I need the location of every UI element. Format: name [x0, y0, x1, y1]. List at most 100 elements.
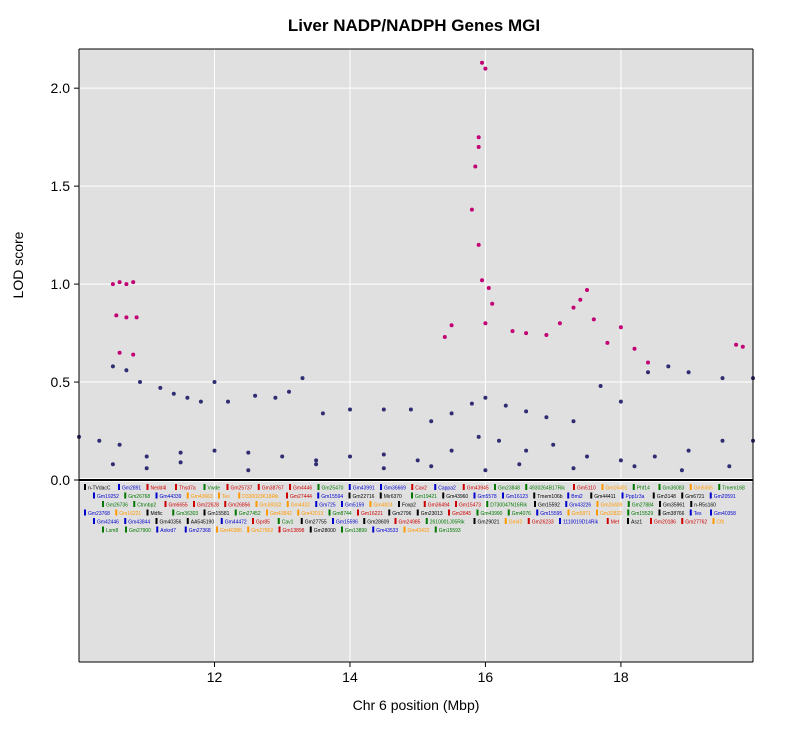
data-point	[415, 458, 420, 463]
gene-marker	[627, 501, 630, 507]
gene-marker	[186, 518, 189, 524]
gene-marker	[650, 518, 652, 524]
gene-marker	[341, 526, 343, 533]
gene-marker	[596, 509, 598, 516]
highlight-point	[544, 333, 549, 337]
data-point	[158, 385, 163, 390]
gene-marker	[476, 509, 479, 516]
data-point	[483, 395, 488, 400]
gene-label: Ankrd7	[160, 528, 176, 534]
gene-label: Gm35961	[663, 503, 685, 509]
gene-label: Thsd7a	[179, 486, 196, 492]
highlight-point	[483, 321, 488, 326]
gene-marker	[710, 509, 712, 516]
gene-marker	[317, 492, 320, 499]
gene-label: Gm5110	[577, 486, 596, 492]
gene-label: Gm15593	[439, 528, 461, 534]
gene-label: Gm2796	[392, 511, 411, 517]
gene-marker	[659, 501, 661, 507]
gene-marker	[718, 484, 721, 490]
gene-marker	[341, 501, 343, 507]
gene-marker	[357, 509, 359, 516]
gene-marker	[255, 501, 258, 507]
highlight-point	[134, 315, 139, 320]
gene-marker	[125, 526, 127, 533]
gene-label: Gm40386	[220, 528, 242, 534]
gene-marker	[567, 509, 570, 516]
gene-marker	[118, 484, 120, 490]
gene-marker	[164, 501, 167, 507]
gene-label: Gm19252	[97, 494, 119, 500]
data-point	[503, 403, 508, 408]
gene-marker	[124, 492, 127, 499]
highlight-point	[124, 315, 129, 320]
gene-label: Gm43432	[408, 528, 430, 534]
gene-marker	[473, 518, 476, 524]
gene-label: Gm4076	[512, 511, 531, 517]
data-point	[300, 376, 305, 381]
x-tick-label: 16	[478, 669, 494, 685]
gene-marker	[93, 518, 95, 524]
gene-label: Gm43990	[481, 511, 503, 517]
data-point	[212, 380, 217, 384]
gene-label: Gm27802	[251, 528, 273, 534]
gene-label: AA545190	[191, 520, 215, 526]
data-point	[686, 370, 691, 375]
gene-label: Gm42013	[301, 511, 323, 517]
gene-label: 1110019D14Rik	[563, 520, 599, 526]
gene-marker	[536, 509, 539, 516]
gene-marker	[627, 518, 629, 524]
gene-marker	[266, 509, 268, 516]
gene-marker	[658, 484, 661, 490]
gene-marker	[186, 492, 189, 499]
gene-label: Gm20591	[714, 494, 736, 500]
gene-marker	[590, 492, 593, 499]
data-point	[469, 401, 474, 406]
gene-label: Gm27762	[685, 520, 707, 526]
gene-marker	[203, 509, 206, 516]
data-point	[429, 464, 434, 469]
gene-label: Gm43960	[446, 494, 468, 500]
gene-marker	[567, 492, 570, 499]
gene-label: Gm15594	[321, 494, 343, 500]
data-point	[348, 407, 352, 412]
gene-label: Gm25737	[231, 486, 253, 492]
data-point	[198, 399, 203, 404]
gene-marker	[332, 518, 334, 524]
data-point	[646, 370, 650, 375]
gene-label: Gm15592	[538, 503, 560, 509]
gene-marker	[203, 484, 206, 490]
gene-marker	[690, 501, 693, 507]
gene-label: Gm13898	[283, 528, 305, 534]
gene-label: Mdfic	[151, 511, 163, 517]
gene-label: Gm32822	[600, 511, 622, 517]
gene-marker	[681, 492, 684, 499]
gene-marker	[146, 484, 149, 490]
gene-label: Gm36494	[428, 503, 450, 509]
gene-label: Gm3148	[657, 494, 676, 500]
data-point	[178, 460, 183, 465]
gene-label: Met	[611, 520, 620, 526]
data-point	[686, 448, 691, 453]
gene-label: Gm28609	[367, 520, 389, 526]
gene-label: Gm36669	[384, 486, 406, 492]
gene-label: Gm38766	[663, 511, 685, 517]
gene-marker	[533, 492, 536, 499]
gene-label: Gm27900	[129, 528, 151, 534]
gene-label: Gm25470	[322, 486, 344, 492]
highlight-point	[524, 331, 529, 336]
gene-marker	[115, 509, 118, 516]
x-axis-label: Chr 6 position (Mbp)	[353, 697, 480, 713]
gene-marker	[601, 484, 604, 490]
gene-marker	[286, 501, 289, 507]
y-axis: 0.0 0.5 1.0 1.5 2.0	[51, 80, 79, 488]
data-point	[524, 448, 529, 453]
data-point	[246, 468, 251, 473]
gene-marker	[379, 492, 382, 499]
gene-label: Gm22628	[197, 503, 219, 509]
data-point	[497, 438, 501, 443]
highlight-point	[110, 282, 115, 287]
gene-label: 4930264B17Rik	[529, 486, 565, 492]
gene-marker	[411, 492, 413, 499]
